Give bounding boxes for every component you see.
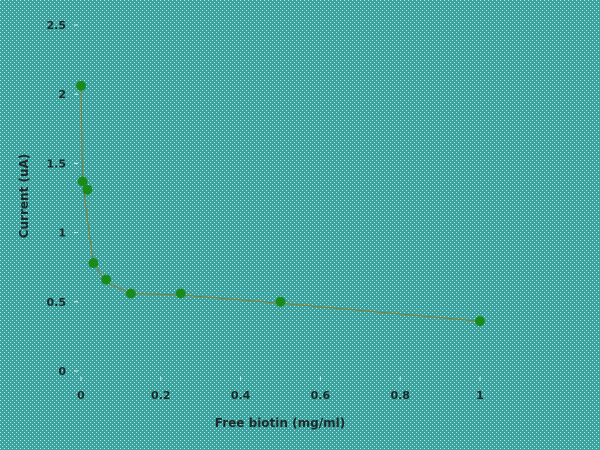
data-point xyxy=(175,288,186,299)
data-point xyxy=(88,258,99,269)
x-axis: 0 0.2 0.4 0.6 0.8 1 xyxy=(77,377,484,402)
y-tick-label: 0 xyxy=(58,365,66,378)
data-point xyxy=(76,80,86,91)
x-tick-label: 0.4 xyxy=(231,389,251,402)
y-tick-label: 0.5 xyxy=(47,296,67,309)
data-point xyxy=(125,288,136,299)
y-axis-label: Current (uA) xyxy=(17,154,31,239)
data-point xyxy=(275,296,286,307)
x-tick-label: 1 xyxy=(476,389,484,402)
data-point xyxy=(101,274,112,285)
y-tick-label: 1 xyxy=(58,227,66,240)
y-tick-label: 2.5 xyxy=(47,19,67,32)
x-tick-label: 0.6 xyxy=(311,389,331,402)
y-axis: 0 0.5 1 1.5 2 2.5 xyxy=(47,19,78,378)
data-point xyxy=(475,316,485,327)
data-point xyxy=(77,176,88,187)
y-tick-label: 2 xyxy=(58,88,66,101)
x-axis-label: Free biotin (mg/ml) xyxy=(215,416,345,430)
x-tick-label: 0.2 xyxy=(151,389,171,402)
x-tick-label: 0 xyxy=(77,389,85,402)
data-points xyxy=(76,80,485,327)
y-tick-label: 1.5 xyxy=(47,157,67,170)
x-tick-label: 0.8 xyxy=(390,389,410,402)
data-point xyxy=(82,184,93,195)
